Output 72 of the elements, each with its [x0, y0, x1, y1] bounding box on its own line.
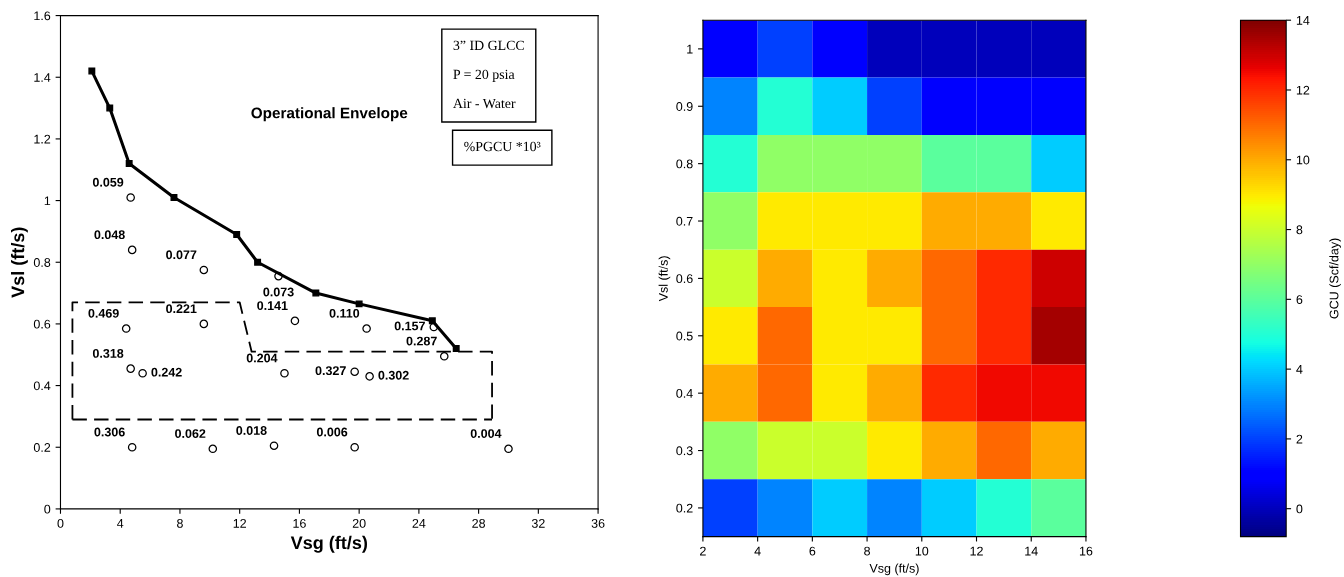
y-tick-label: 1: [687, 44, 693, 54]
x-tick-label: 8: [864, 546, 870, 556]
x-tick-label: 16: [1079, 546, 1093, 556]
color-bar-label: 10: [1296, 155, 1310, 165]
x-tick-label: 28: [472, 518, 486, 528]
x-tick-label: 14: [1025, 546, 1038, 556]
annotation: 0.221: [166, 304, 197, 314]
y-tick-label: 0.7: [676, 216, 693, 226]
y-tick-label: 0.6: [676, 274, 693, 284]
y-axis-title: Vsl (ft/s): [658, 256, 671, 302]
annotation: 0.306: [94, 427, 125, 437]
annotation: 0.004: [470, 429, 502, 438]
x-tick-label: 10: [915, 546, 929, 556]
x-tick-label: 24: [412, 518, 426, 528]
x-tick-label: 2: [700, 546, 706, 556]
annotation: 0.318: [92, 348, 124, 358]
y-tick-label: 0.3: [676, 446, 693, 456]
x-tick-label: 20: [352, 518, 366, 528]
color-bar-label: 8: [1296, 225, 1303, 235]
annotation: 0.242: [151, 367, 182, 377]
x-tick-label: 8: [177, 518, 183, 528]
annotation: 0.073: [263, 287, 294, 297]
text: 3” ID GLCC P = 20 psia Air - Water: [453, 40, 524, 109]
y-tick-label: 0.2: [33, 443, 51, 452]
x-tick-label: 12: [970, 546, 983, 556]
annotation: 0.006: [316, 427, 348, 437]
annotation: %PGCU *10³: [464, 141, 541, 152]
y-tick-label: 0.9: [676, 102, 693, 111]
y-tick-label: 1: [44, 196, 51, 206]
color-bar-label: 4: [1296, 365, 1303, 374]
annotation: 0.469: [88, 308, 119, 318]
y-tick-label: 1.2: [34, 134, 51, 144]
y-tick-label: 0.6: [33, 319, 51, 329]
x-tick-label: 32: [531, 518, 545, 528]
color-bar-label: 14: [1296, 16, 1310, 25]
y-tick-label: 1.4: [34, 73, 51, 82]
annotation: 0.302: [378, 370, 409, 380]
x-tick-label: 4: [117, 519, 124, 528]
y-tick-label: 0.4: [33, 381, 51, 391]
y-tick-label: 0.8: [33, 258, 51, 267]
x-tick-label: 4: [754, 546, 761, 556]
annotation: 0.110: [329, 308, 360, 318]
annotation: 0.059: [92, 177, 124, 187]
y-tick-label: 0: [44, 504, 51, 514]
annotation: 0.141: [257, 301, 288, 311]
x-tick-label: 6: [809, 546, 816, 556]
annotation: 0.048: [94, 230, 125, 240]
y-tick-label: 0.8: [676, 159, 693, 169]
color-bar-title: GCU (Scf/day): [1329, 238, 1341, 319]
color-bar-label: 6: [1296, 295, 1303, 304]
annotation: 0.018: [236, 426, 267, 435]
color-bar-label: 0: [1296, 504, 1303, 514]
y-tick-label: 0.4: [676, 388, 693, 398]
annotation: 0.204: [246, 353, 278, 363]
annotation: Operational Envelope: [251, 107, 408, 122]
y-axis-title: Vsl (ft/s): [11, 227, 28, 298]
color-bar-label: 2: [1296, 434, 1303, 444]
x-tick-label: 36: [591, 518, 605, 528]
annotation: 0.062: [175, 429, 206, 438]
annotation: 0.327: [315, 366, 346, 376]
x-tick-label: 12: [233, 518, 246, 528]
x-tick-label: 0: [57, 518, 64, 528]
y-tick-label: 0.5: [676, 331, 693, 341]
x-tick-label: 16: [293, 518, 306, 528]
y-tick-label: 0.2: [676, 503, 693, 513]
x-axis-title: Vsg (ft/s): [290, 535, 367, 553]
x-axis-title: Vsg (ft/s): [869, 563, 919, 576]
annotation: 0.287: [406, 336, 437, 346]
annotation: 0.157: [394, 321, 425, 331]
annotation: 0.077: [166, 250, 197, 260]
y-tick-label: 1.6: [34, 11, 51, 21]
color-bar-label: 12: [1296, 85, 1310, 95]
